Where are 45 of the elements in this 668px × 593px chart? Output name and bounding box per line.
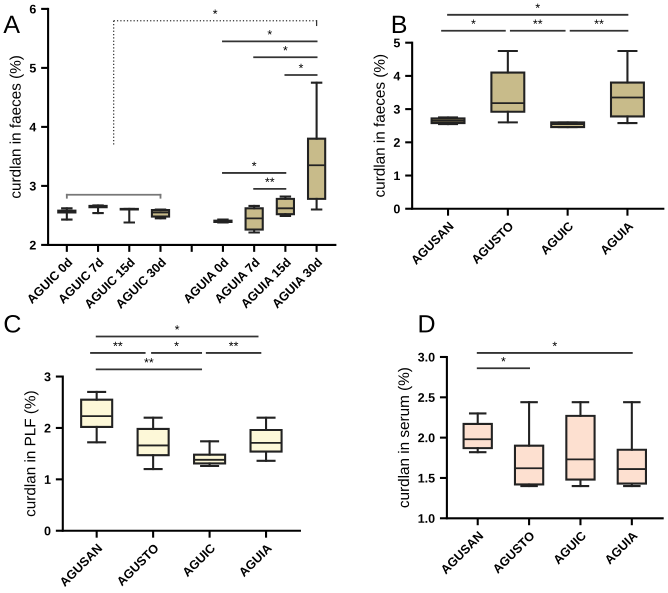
y-tick-label: 1.5 bbox=[418, 474, 435, 483]
text: * bbox=[552, 342, 558, 346]
y-tick-label: 0 bbox=[394, 204, 400, 214]
y-tick-label: 4 bbox=[30, 122, 36, 132]
annotation: * bbox=[298, 64, 304, 68]
y-tick-label: 3.0 bbox=[418, 352, 435, 362]
y-tick-label: 2.0 bbox=[418, 433, 435, 442]
y-tick-label: 0 bbox=[44, 526, 50, 536]
annotation: * bbox=[283, 46, 288, 50]
y-tick-label: 5 bbox=[394, 38, 400, 48]
text: ** bbox=[144, 358, 154, 363]
y-axis-title: curdlan in faeces (%) bbox=[10, 56, 24, 198]
annotation: * bbox=[252, 162, 256, 166]
y-tick-label: 2 bbox=[30, 240, 36, 250]
y-axis-title: curdlan in faeces (%) bbox=[374, 54, 388, 197]
y-tick-label: 3 bbox=[394, 104, 400, 114]
text: * bbox=[174, 342, 179, 346]
chart-title: B bbox=[392, 16, 406, 33]
text: * bbox=[471, 20, 476, 24]
y-axis-title: curdlan in PLF (%) bbox=[24, 391, 38, 516]
chart-title: C bbox=[4, 314, 20, 333]
annotation: * bbox=[268, 30, 272, 35]
text: ** bbox=[594, 20, 604, 24]
chart-title: D bbox=[420, 315, 434, 332]
annotation: * bbox=[212, 10, 218, 14]
y-tick-label: 2.5 bbox=[418, 393, 435, 402]
annotation: * bbox=[501, 357, 506, 362]
y-tick-label: 2 bbox=[394, 138, 400, 147]
y-tick-label: 4 bbox=[394, 72, 400, 80]
text: * bbox=[174, 325, 180, 330]
chart-title: A bbox=[3, 16, 20, 33]
y-tick-label: 1.0 bbox=[418, 514, 435, 523]
y-tick-label: 5 bbox=[30, 64, 36, 73]
text: ** bbox=[228, 342, 238, 346]
text: ** bbox=[113, 342, 123, 346]
y-tick-label: 2 bbox=[44, 424, 50, 432]
y-tick-label: 3 bbox=[44, 372, 51, 382]
y-tick-label: 3 bbox=[30, 182, 36, 191]
y-tick-label: 1 bbox=[394, 171, 400, 180]
annotation: ** bbox=[265, 178, 274, 182]
y-axis-title: curdlan in serum (%) bbox=[398, 368, 412, 508]
y-tick-label: 1 bbox=[44, 475, 51, 484]
text: * bbox=[536, 4, 540, 8]
y-tick-label: 6 bbox=[30, 4, 36, 14]
text: ** bbox=[533, 20, 542, 24]
